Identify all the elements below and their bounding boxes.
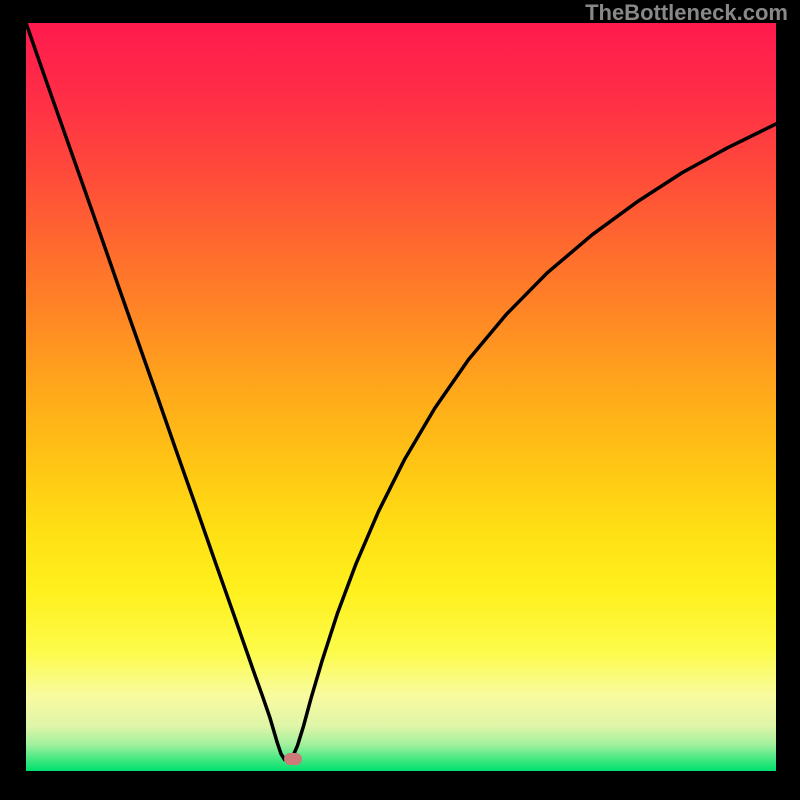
watermark-text: TheBottleneck.com (585, 0, 788, 26)
optimum-marker (284, 753, 302, 765)
chart-frame: TheBottleneck.com (0, 0, 800, 800)
chart-plot-area (26, 23, 776, 771)
bottleneck-chart (0, 0, 800, 800)
